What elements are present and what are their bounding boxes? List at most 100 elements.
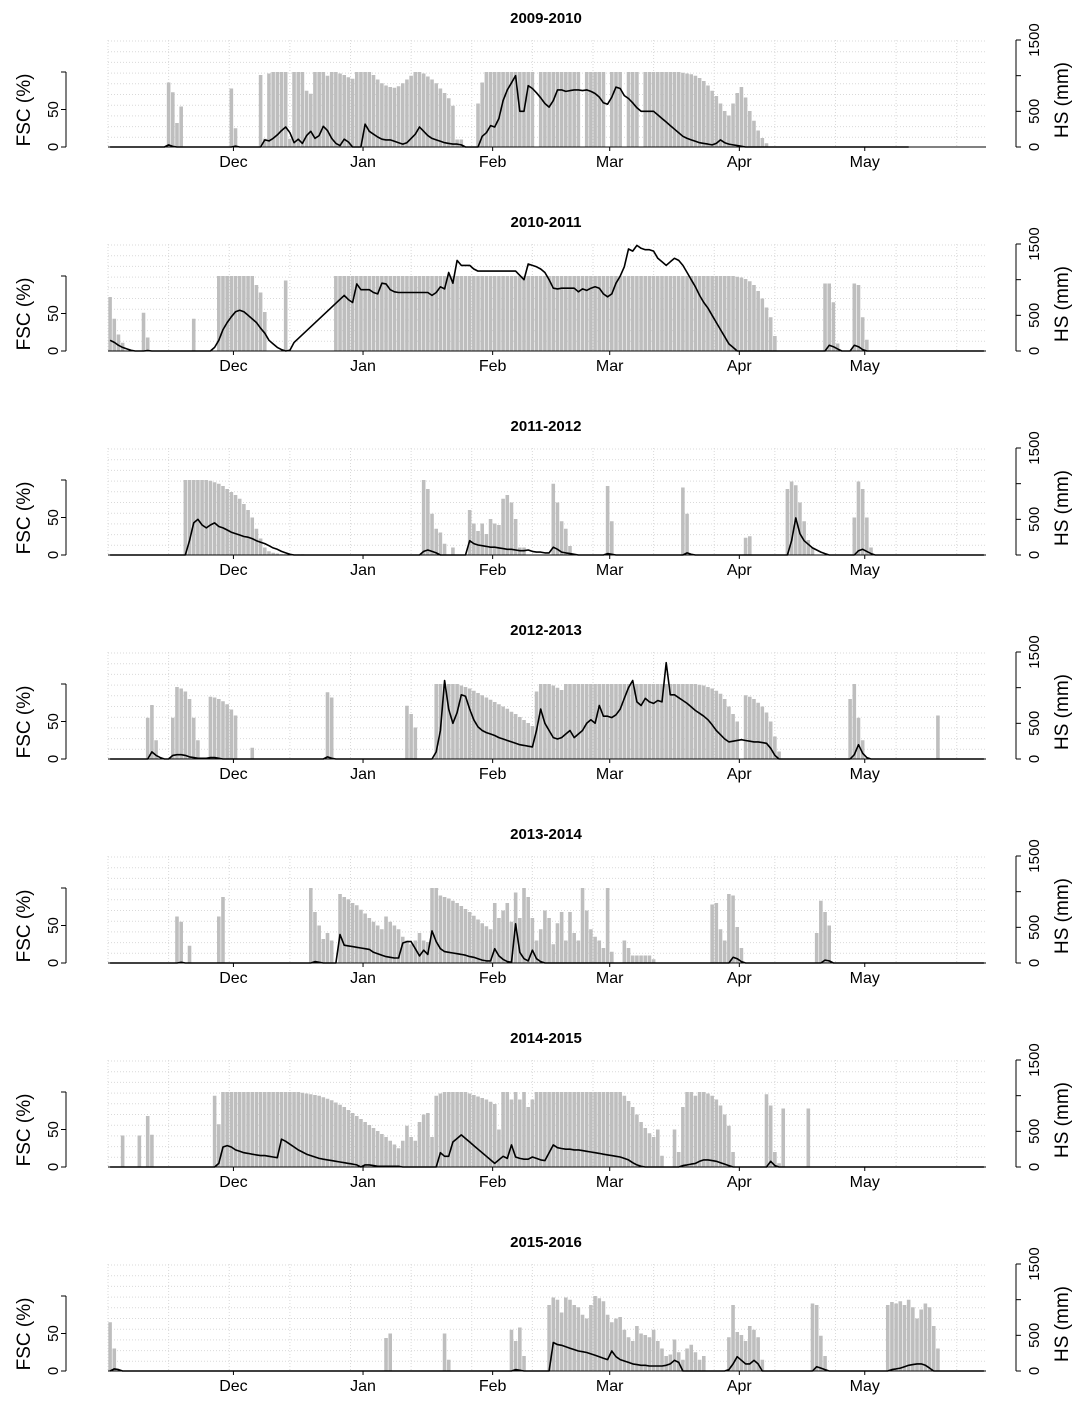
fsc-bar — [752, 1329, 756, 1371]
fsc-bar — [530, 918, 535, 963]
fsc-bar — [572, 1092, 576, 1167]
x-tick-label: May — [850, 1174, 880, 1191]
fsc-bar — [463, 687, 468, 759]
fsc-bar — [543, 910, 547, 963]
fsc-bar — [610, 1322, 614, 1371]
chart-panel: 0 50 FSC (%) 0 500 1500 HS (mm) Dec Jan Feb Mar Apr… — [0, 204, 1081, 408]
fsc-bar — [392, 925, 397, 963]
fsc-bar — [221, 486, 225, 555]
fsc-bar — [555, 72, 560, 147]
fsc-bar — [630, 276, 635, 351]
fsc-bar — [346, 899, 351, 963]
x-tick-label: Dec — [219, 970, 247, 987]
fsc-bar — [618, 1317, 622, 1371]
fsc-bar — [693, 75, 698, 147]
fsc-bar — [275, 553, 280, 555]
fsc-bar — [885, 1305, 890, 1371]
fsc-bar — [785, 489, 790, 555]
fsc-bar — [288, 138, 292, 147]
fsc-bar — [229, 1092, 234, 1167]
fsc-bar — [262, 138, 267, 147]
fsc-bar — [660, 276, 664, 351]
fsc-bar — [668, 684, 673, 759]
fsc-bar — [250, 276, 255, 351]
fsc-bar — [225, 276, 229, 351]
x-tick-label: Apr — [727, 766, 753, 783]
fsc-bar — [367, 276, 372, 351]
fsc-bar — [388, 87, 393, 147]
fsc-bar — [505, 708, 510, 759]
fsc-bar — [258, 1092, 263, 1167]
fsc-bar — [564, 940, 568, 963]
left-tick-label: 0 — [45, 551, 62, 559]
fsc-bar — [860, 317, 865, 351]
fsc-bar — [246, 1092, 250, 1167]
fsc-bar — [513, 276, 518, 351]
fsc-bar — [685, 1348, 689, 1371]
fsc-bar — [626, 1337, 631, 1371]
fsc-bar — [212, 697, 217, 759]
fsc-bar — [618, 72, 622, 147]
right-tick-label: 1500 — [1026, 227, 1043, 260]
fsc-bar — [718, 276, 723, 351]
fsc-bar — [262, 312, 267, 351]
fsc-bar — [635, 72, 639, 147]
fsc-bar — [593, 72, 597, 147]
fsc-bar — [338, 894, 342, 963]
fsc-bar — [254, 1092, 259, 1167]
fsc-bar — [258, 75, 263, 147]
panel-title: 2015-2016 — [510, 1234, 582, 1251]
fsc-bar — [120, 1135, 125, 1167]
fsc-bar — [580, 1314, 585, 1371]
fsc-bar — [246, 510, 250, 555]
left-tick-label: 50 — [45, 917, 62, 934]
fsc-bar — [564, 1297, 568, 1371]
fsc-bar — [476, 1096, 480, 1167]
fsc-bar — [388, 276, 393, 351]
fsc-bar — [777, 751, 781, 759]
fsc-bar — [204, 480, 209, 555]
fsc-bar — [501, 276, 505, 351]
fsc-bar — [710, 90, 714, 147]
fsc-bar — [555, 502, 560, 555]
fsc-bar — [346, 77, 351, 147]
fsc-bar — [597, 1092, 602, 1167]
fsc-bar — [405, 940, 409, 963]
fsc-bar — [555, 923, 560, 963]
fsc-bar — [250, 517, 255, 555]
fsc-bar — [472, 1095, 476, 1167]
fsc-bar — [643, 72, 648, 147]
fsc-bar — [484, 1099, 489, 1167]
fsc-bar — [488, 519, 493, 555]
fsc-bar — [513, 519, 518, 555]
fsc-bar — [614, 1092, 618, 1167]
fsc-bar — [329, 72, 334, 147]
fsc-bar — [438, 1093, 443, 1167]
fsc-bar — [764, 1094, 769, 1167]
x-tick-label: Dec — [219, 154, 247, 171]
fsc-bar — [179, 921, 183, 963]
fsc-bar — [413, 276, 418, 351]
fsc-bar — [509, 72, 514, 147]
fsc-bar — [267, 1092, 271, 1167]
x-tick-label: Mar — [596, 358, 624, 375]
fsc-bar — [438, 276, 443, 351]
x-tick-label: Jan — [350, 1378, 376, 1395]
right-tick-label: 0 — [1026, 1163, 1043, 1171]
fsc-bar — [325, 75, 330, 147]
fsc-bar — [647, 1337, 652, 1371]
fsc-bar — [480, 276, 484, 351]
fsc-bar — [768, 721, 773, 759]
fsc-bar — [551, 1092, 556, 1167]
right-tick-label: 1500 — [1026, 23, 1043, 56]
fsc-bar — [509, 276, 514, 351]
fsc-bar — [262, 547, 267, 555]
fsc-bar — [455, 276, 459, 351]
left-tick-label: 50 — [45, 1121, 62, 1138]
fsc-bar — [392, 276, 397, 351]
fsc-bar — [217, 699, 221, 759]
fsc-bar — [639, 684, 643, 759]
fsc-bar — [430, 1137, 434, 1167]
fsc-bar — [806, 1108, 811, 1167]
fsc-bar — [756, 702, 760, 759]
